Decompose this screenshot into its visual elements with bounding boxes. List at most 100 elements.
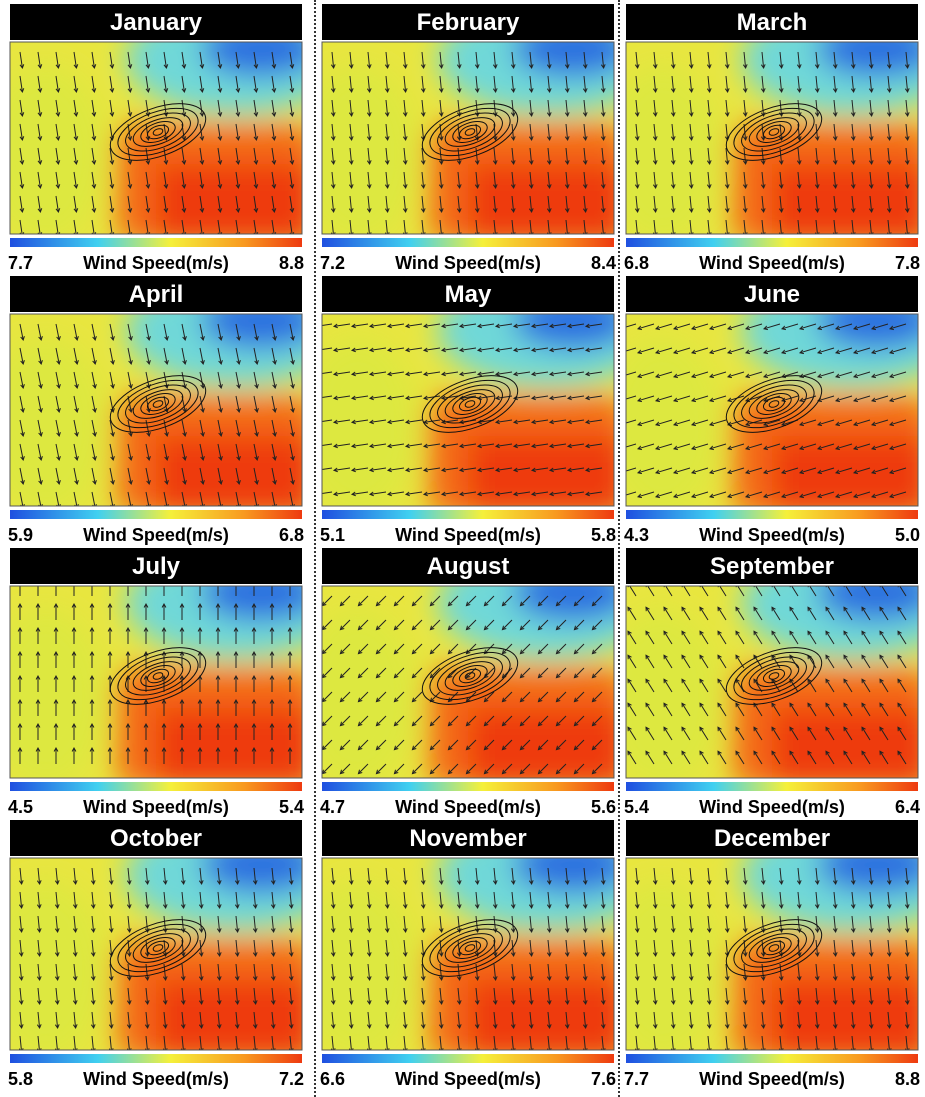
arrow bbox=[634, 195, 640, 214]
arrow bbox=[253, 75, 259, 94]
arrow bbox=[55, 99, 61, 118]
arrow bbox=[626, 467, 637, 472]
arrow bbox=[634, 963, 640, 982]
arrow bbox=[850, 1011, 856, 1030]
arrow bbox=[871, 395, 889, 403]
arrow bbox=[393, 619, 405, 631]
arrow bbox=[127, 443, 133, 462]
map-field bbox=[626, 586, 918, 778]
arrow bbox=[760, 99, 766, 118]
arrow bbox=[573, 715, 585, 727]
arrow bbox=[699, 654, 709, 669]
map-field bbox=[10, 586, 302, 778]
arrow bbox=[19, 419, 25, 438]
arrow bbox=[637, 419, 655, 427]
arrow bbox=[706, 75, 712, 94]
arrow bbox=[717, 606, 727, 621]
arrow bbox=[663, 678, 673, 693]
map-field bbox=[322, 586, 614, 778]
arrow bbox=[384, 123, 390, 142]
arrow bbox=[55, 51, 61, 70]
arrow bbox=[474, 891, 480, 910]
arrow bbox=[727, 443, 745, 451]
contour bbox=[146, 396, 170, 412]
arrow bbox=[652, 891, 658, 910]
arrow bbox=[853, 491, 871, 499]
title-bar bbox=[626, 820, 918, 856]
arrow bbox=[483, 739, 495, 751]
arrow bbox=[546, 195, 552, 214]
arrow bbox=[332, 491, 351, 497]
arrow bbox=[637, 443, 655, 451]
arrow bbox=[384, 963, 390, 982]
arrow bbox=[287, 722, 293, 740]
arrow bbox=[843, 630, 853, 645]
arrow bbox=[107, 698, 113, 716]
blue-zone bbox=[201, 42, 302, 77]
contour bbox=[109, 375, 207, 433]
arrow bbox=[233, 674, 239, 692]
arrow bbox=[215, 626, 221, 644]
contour bbox=[125, 656, 191, 696]
arrow bbox=[501, 595, 513, 607]
arrow bbox=[235, 75, 241, 94]
arrow bbox=[404, 323, 423, 329]
arrow bbox=[217, 586, 219, 596]
arrow bbox=[163, 443, 169, 462]
arrow bbox=[54, 867, 60, 886]
arrow bbox=[742, 195, 748, 214]
colorbar-min: 5.8 bbox=[8, 1069, 33, 1089]
arrow bbox=[717, 586, 727, 597]
contour bbox=[748, 389, 800, 419]
arrow bbox=[402, 171, 408, 190]
contours bbox=[725, 375, 823, 433]
contour bbox=[421, 919, 519, 977]
arrow bbox=[198, 867, 204, 886]
contours bbox=[421, 919, 519, 977]
arrow bbox=[55, 371, 61, 390]
yellow-zone bbox=[322, 608, 418, 778]
arrow bbox=[73, 323, 79, 342]
arrow bbox=[366, 987, 372, 1006]
arrow bbox=[510, 987, 516, 1006]
arrow bbox=[627, 750, 637, 765]
arrow bbox=[458, 467, 477, 473]
arrow bbox=[897, 678, 907, 693]
arrow bbox=[510, 963, 516, 982]
contour bbox=[117, 923, 199, 973]
arrow bbox=[528, 939, 534, 958]
arrow bbox=[868, 51, 874, 70]
arrow bbox=[832, 147, 838, 166]
arrow bbox=[670, 987, 676, 1006]
arrow bbox=[234, 867, 240, 886]
arrow bbox=[289, 419, 295, 438]
contour bbox=[152, 128, 164, 136]
arrow bbox=[18, 1011, 24, 1030]
arrow bbox=[600, 915, 606, 934]
arrow bbox=[652, 123, 658, 142]
arrow bbox=[271, 147, 277, 166]
arrow bbox=[37, 467, 43, 486]
arrow bbox=[458, 347, 477, 353]
arrow bbox=[289, 75, 295, 94]
arrow bbox=[438, 891, 444, 910]
arrow bbox=[235, 443, 241, 462]
arrow bbox=[652, 987, 658, 1006]
arrow bbox=[688, 99, 694, 118]
arrow bbox=[144, 915, 150, 934]
colorbar-max: 5.4 bbox=[279, 797, 304, 817]
arrow bbox=[163, 51, 169, 70]
arrow bbox=[691, 467, 709, 475]
arrow bbox=[36, 987, 42, 1006]
arrow bbox=[350, 443, 369, 449]
separator bbox=[314, 0, 316, 1097]
arrow bbox=[850, 195, 856, 214]
arrow bbox=[55, 467, 61, 486]
arrow bbox=[217, 195, 223, 214]
arrow bbox=[634, 915, 640, 934]
arrow bbox=[742, 987, 748, 1006]
arrow bbox=[510, 51, 516, 70]
arrow bbox=[727, 395, 745, 403]
arrow bbox=[270, 891, 276, 910]
